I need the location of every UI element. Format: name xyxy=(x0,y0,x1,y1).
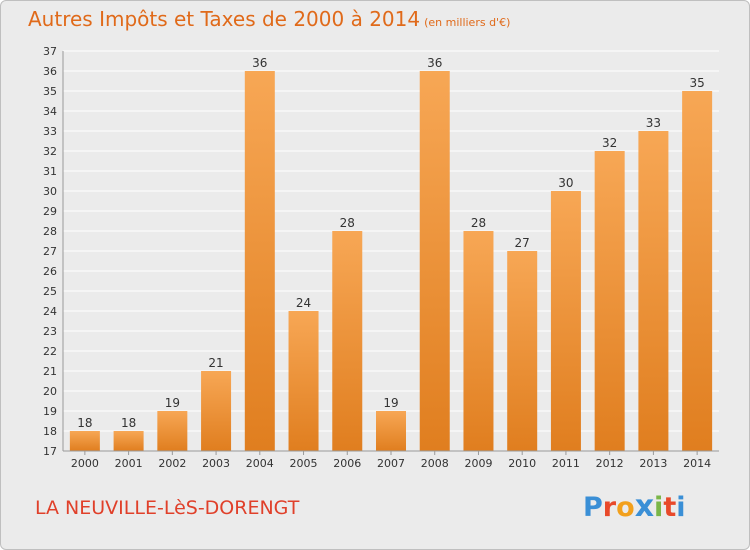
chart-title: Autres Impôts et Taxes de 2000 à 2014 (en… xyxy=(28,7,510,31)
bar-2002 xyxy=(157,411,188,451)
data-label-2004: 36 xyxy=(252,56,267,70)
y-tick-label: 19 xyxy=(43,405,57,418)
data-label-2006: 28 xyxy=(340,216,355,230)
chart-title-text: Autres Impôts et Taxes de 2000 à 2014 xyxy=(28,7,421,31)
bar-2007 xyxy=(376,411,406,451)
y-tick-label: 30 xyxy=(43,185,57,198)
bar-2010 xyxy=(507,251,538,451)
bar-2006 xyxy=(332,231,363,451)
y-tick-label: 26 xyxy=(43,265,57,278)
data-label-2011: 30 xyxy=(558,176,573,190)
y-tick-label: 23 xyxy=(43,325,57,338)
x-tick-label-2010: 2010 xyxy=(508,457,536,470)
x-tick-label-2001: 2001 xyxy=(115,457,143,470)
logo-letter: P xyxy=(583,492,603,523)
bar-2014 xyxy=(682,91,713,451)
y-tick-label: 22 xyxy=(43,345,57,358)
data-label-2007: 19 xyxy=(383,396,398,410)
y-axis-ticks: 17 18 19 20 21 22 23 24 25 26 27 28 29 30 31 32 33 34 35 36… xyxy=(43,45,57,458)
data-label-2002: 19 xyxy=(165,396,180,410)
x-tick-label-2009: 2009 xyxy=(464,457,492,470)
y-tick-label: 27 xyxy=(43,245,57,258)
data-label-2001: 18 xyxy=(121,416,136,430)
x-tick-label-2002: 2002 xyxy=(158,457,186,470)
data-label-2005: 24 xyxy=(296,296,311,310)
data-label-2009: 28 xyxy=(471,216,486,230)
x-tick-label-2014: 2014 xyxy=(683,457,711,470)
logo-letter: x xyxy=(634,489,655,524)
y-tick-label: 25 xyxy=(43,285,57,298)
x-tick-label-2008: 2008 xyxy=(421,457,449,470)
bar-2012 xyxy=(594,151,625,451)
logo-letter: r xyxy=(602,492,617,523)
logo-letter: o xyxy=(616,492,635,523)
bar-2005 xyxy=(288,311,319,451)
x-tick-label-2000: 2000 xyxy=(71,457,99,470)
logo-letter: t xyxy=(663,492,677,523)
y-tick-label: 29 xyxy=(43,205,57,218)
data-label-2012: 32 xyxy=(602,136,617,150)
data-label-2010: 27 xyxy=(515,236,530,250)
x-axis-ticks: 2000 2001 2002 2003 2004 2005 2006 2007 2008 2009… xyxy=(71,451,711,470)
data-label-2000: 18 xyxy=(77,416,92,430)
y-tick-label: 20 xyxy=(43,385,57,398)
y-tick-label: 21 xyxy=(43,365,57,378)
data-label-2003: 21 xyxy=(208,356,223,370)
y-tick-label: 17 xyxy=(43,445,57,458)
bar-2013 xyxy=(638,131,669,451)
x-tick-label-2012: 2012 xyxy=(596,457,624,470)
x-tick-label-2007: 2007 xyxy=(377,457,405,470)
bar-2009 xyxy=(463,231,494,451)
x-tick-label-2013: 2013 xyxy=(639,457,667,470)
bar-2001 xyxy=(113,431,144,451)
y-tick-label: 31 xyxy=(43,165,57,178)
data-labels: 18 18 19 21 36 24 28 19 36 28 27 30 32 33 35 xyxy=(77,56,705,430)
x-tick-label-2004: 2004 xyxy=(246,457,274,470)
y-tick-label: 35 xyxy=(43,85,57,98)
data-label-2014: 35 xyxy=(689,76,704,90)
data-label-2008: 36 xyxy=(427,56,442,70)
y-tick-label: 37 xyxy=(43,45,57,58)
x-tick-label-2005: 2005 xyxy=(290,457,318,470)
x-tick-label-2006: 2006 xyxy=(333,457,361,470)
bar-2011 xyxy=(550,191,581,451)
bar-2008 xyxy=(419,71,450,451)
y-tick-label: 36 xyxy=(43,65,57,78)
bar-2004 xyxy=(244,71,275,451)
y-tick-label: 28 xyxy=(43,225,57,238)
bar-2003 xyxy=(201,371,232,451)
logo-letter: i xyxy=(654,492,664,523)
y-tick-label: 18 xyxy=(43,425,57,438)
logo-letter: i xyxy=(676,492,686,523)
y-tick-label: 33 xyxy=(43,125,57,138)
y-tick-label: 32 xyxy=(43,145,57,158)
proxiti-logo: Proxiti xyxy=(583,489,693,525)
bars xyxy=(69,71,713,451)
bar-2000 xyxy=(69,431,100,451)
data-label-2013: 33 xyxy=(646,116,661,130)
x-tick-label-2011: 2011 xyxy=(552,457,580,470)
y-tick-label: 34 xyxy=(43,105,57,118)
chart-unit: (en milliers d'€) xyxy=(424,16,511,29)
y-tick-label: 24 xyxy=(43,305,57,318)
x-tick-label-2003: 2003 xyxy=(202,457,230,470)
commune-name: LA NEUVILLE-LèS-DORENGT xyxy=(35,497,300,519)
